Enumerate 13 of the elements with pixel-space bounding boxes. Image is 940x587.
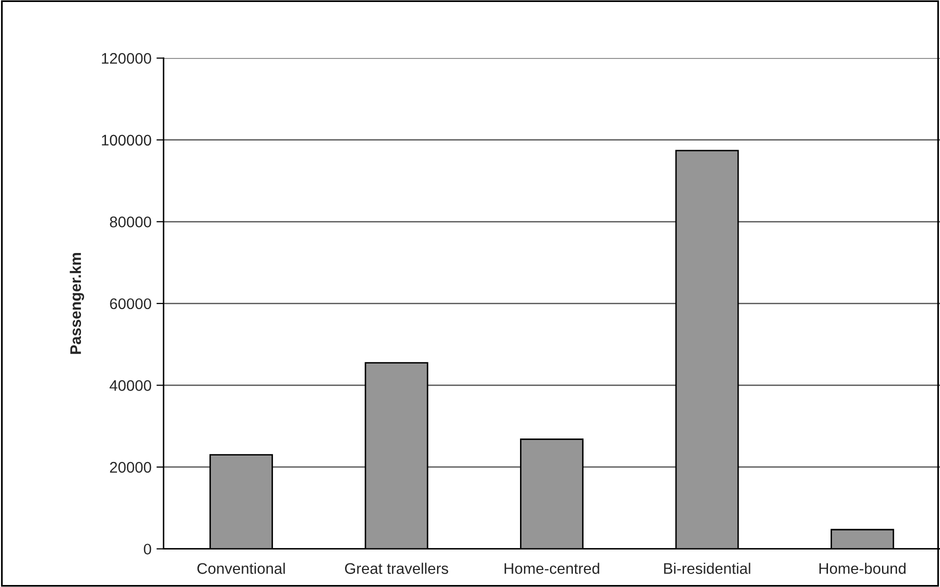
- x-tick-label: Great travellers: [345, 562, 448, 574]
- y-tick-label: 0: [144, 544, 152, 555]
- y-axis-title: Passenger.km: [70, 253, 84, 354]
- y-tick-label: 40000: [110, 380, 152, 391]
- x-tick-label: Conventional: [197, 562, 285, 574]
- x-tick-label: Bi-residential: [664, 562, 750, 574]
- x-tick-label: Home-centred: [504, 562, 600, 574]
- y-tick-label: 20000: [110, 462, 152, 473]
- y-tick-label: 60000: [110, 298, 152, 310]
- y-tick-label: 100000: [102, 134, 152, 146]
- x-tick-label: Home-bound: [819, 562, 906, 574]
- y-tick-label: 120000: [102, 52, 152, 64]
- y-tick-label: 80000: [110, 216, 152, 228]
